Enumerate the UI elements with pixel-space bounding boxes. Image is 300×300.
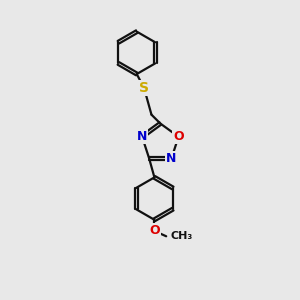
Text: CH₃: CH₃ [171,231,193,241]
Text: S: S [139,81,149,95]
Text: N: N [137,130,147,143]
Text: O: O [173,130,184,143]
Text: N: N [167,152,177,165]
Text: O: O [149,224,160,238]
